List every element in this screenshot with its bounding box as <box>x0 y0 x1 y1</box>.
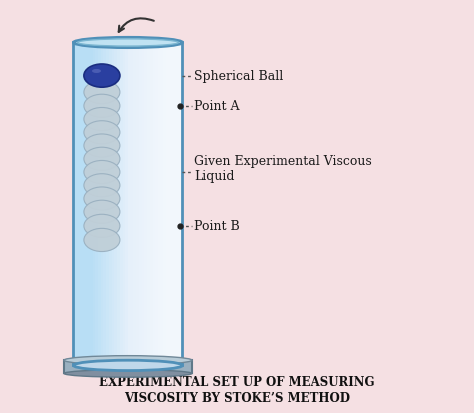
Ellipse shape <box>84 215 120 238</box>
Bar <box>120 43 122 366</box>
Bar <box>87 43 90 366</box>
Bar <box>98 43 100 366</box>
Bar <box>112 43 114 366</box>
Ellipse shape <box>84 81 120 104</box>
Bar <box>174 43 177 366</box>
Bar <box>79 43 82 366</box>
Ellipse shape <box>84 174 120 197</box>
Text: Spherical Ball: Spherical Ball <box>194 70 283 83</box>
Text: VISCOSITY BY STOKE’S METHOD: VISCOSITY BY STOKE’S METHOD <box>124 391 350 404</box>
Bar <box>158 43 161 366</box>
Bar <box>100 43 103 366</box>
Ellipse shape <box>84 121 120 145</box>
Bar <box>169 43 172 366</box>
Bar <box>92 43 95 366</box>
Bar <box>90 43 92 366</box>
Text: EXPERIMENTAL SET UP OF MEASURING: EXPERIMENTAL SET UP OF MEASURING <box>99 375 375 389</box>
Bar <box>103 43 106 366</box>
Bar <box>150 43 153 366</box>
Bar <box>161 43 164 366</box>
Bar <box>166 43 169 366</box>
Bar <box>180 43 182 366</box>
Bar <box>144 43 147 366</box>
Bar <box>82 43 84 366</box>
Ellipse shape <box>84 95 120 118</box>
Bar <box>134 43 136 366</box>
Bar <box>122 43 125 366</box>
Bar <box>177 43 180 366</box>
Ellipse shape <box>84 135 120 158</box>
Text: Given Experimental Viscous
Liquid: Given Experimental Viscous Liquid <box>194 154 372 183</box>
Bar <box>117 43 120 366</box>
Ellipse shape <box>64 370 192 377</box>
Bar <box>155 43 158 366</box>
Ellipse shape <box>92 70 101 74</box>
Bar <box>114 43 117 366</box>
Bar <box>128 43 131 366</box>
Ellipse shape <box>84 108 120 131</box>
Bar <box>84 43 87 366</box>
Ellipse shape <box>84 201 120 224</box>
Bar <box>147 43 150 366</box>
Ellipse shape <box>73 38 182 48</box>
Bar <box>109 43 112 366</box>
Ellipse shape <box>84 161 120 184</box>
Bar <box>95 43 98 366</box>
Bar <box>164 43 166 366</box>
Ellipse shape <box>84 229 120 252</box>
Ellipse shape <box>84 65 120 88</box>
Bar <box>172 43 174 366</box>
Ellipse shape <box>84 148 120 171</box>
Bar <box>106 43 109 366</box>
Bar <box>136 43 139 366</box>
Bar <box>131 43 134 366</box>
Text: Point B: Point B <box>194 220 240 233</box>
Bar <box>76 43 79 366</box>
Bar <box>153 43 155 366</box>
Bar <box>139 43 142 366</box>
Ellipse shape <box>84 188 120 211</box>
Ellipse shape <box>78 40 178 47</box>
Bar <box>64 360 192 373</box>
Ellipse shape <box>64 356 192 365</box>
Ellipse shape <box>73 360 182 371</box>
Bar <box>142 43 144 366</box>
Bar <box>73 43 76 366</box>
Bar <box>125 43 128 366</box>
Text: Point A: Point A <box>194 100 240 113</box>
